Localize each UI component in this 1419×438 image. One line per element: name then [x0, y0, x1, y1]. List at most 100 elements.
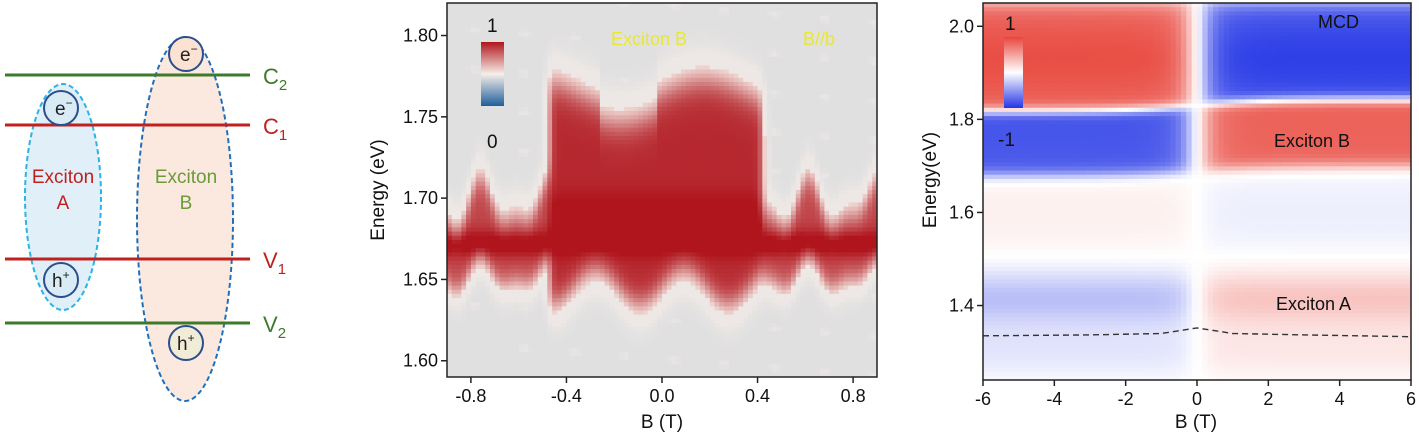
heatmap-cell	[523, 231, 529, 237]
heatmap-cell	[609, 364, 615, 370]
heatmap-cell	[494, 260, 501, 266]
heatmap-cell	[547, 256, 553, 262]
heatmap-cell	[485, 356, 491, 361]
heatmap-cell	[475, 19, 482, 25]
heatmap-cell	[499, 19, 505, 25]
heatmap-cell	[480, 210, 486, 216]
heatmap-cell	[499, 264, 505, 270]
heatmap-cell	[700, 289, 706, 295]
heatmap-cell	[685, 152, 692, 158]
heatmap-cell	[705, 127, 711, 133]
heatmap-cell	[556, 65, 563, 71]
heatmap-cell	[604, 235, 611, 241]
heatmap-cell	[681, 15, 687, 21]
heatmap-cell	[513, 177, 520, 183]
heatmap-cell	[490, 194, 496, 199]
heatmap-cell	[609, 169, 615, 174]
heatmap-cell	[576, 289, 582, 295]
heatmap-cell	[552, 322, 558, 328]
heatmap-cell	[642, 235, 649, 241]
heatmap-cell	[504, 11, 510, 17]
heatmap-cell	[633, 52, 639, 58]
heatmap-cell	[533, 335, 539, 341]
heatmap-cell	[499, 343, 505, 349]
heatmap-cell	[466, 227, 472, 233]
heatmap-cell	[466, 123, 472, 129]
heatmap-cell	[561, 352, 568, 357]
heatmap-cell	[537, 36, 544, 41]
heatmap-cell	[647, 119, 654, 125]
heatmap-cell	[470, 244, 477, 249]
heatmap-cell	[590, 352, 596, 357]
heatmap-cell	[642, 322, 649, 328]
heatmap-cell	[647, 223, 654, 228]
heatmap-cell	[623, 277, 630, 283]
heatmap-cell	[652, 173, 658, 179]
heatmap-cell	[571, 73, 577, 79]
heatmap-cell	[614, 281, 620, 287]
heatmap-cell	[619, 27, 625, 33]
heatmap-cell	[580, 90, 587, 96]
heatmap-cell	[604, 314, 611, 320]
heatmap-cell	[595, 7, 601, 12]
heatmap-cell	[666, 256, 673, 262]
heatmap-cell	[547, 331, 553, 337]
heatmap-cell	[681, 273, 687, 278]
heatmap-cell	[470, 185, 477, 191]
heatmap-cell	[547, 73, 553, 79]
heatmap-cell	[609, 264, 615, 270]
heatmap-cell	[657, 206, 663, 212]
heatmap-cell	[561, 69, 568, 75]
heatmap-cell	[633, 90, 639, 96]
heatmap-cell	[690, 135, 697, 141]
heatmap-cell	[614, 48, 620, 54]
heatmap-cell	[705, 123, 711, 129]
heatmap-cell	[623, 281, 630, 287]
heatmap-cell	[556, 364, 563, 370]
heatmap-cell	[556, 223, 563, 228]
heatmap-cell	[509, 318, 515, 324]
heatmap-cell	[447, 347, 453, 353]
heatmap-cell	[552, 210, 558, 216]
heatmap-cell	[609, 227, 615, 233]
heatmap-cell	[681, 352, 687, 357]
heatmap-cell	[676, 165, 682, 170]
heatmap-cell	[461, 185, 467, 191]
heatmap-cell	[499, 194, 505, 199]
heatmap-cell	[666, 127, 673, 133]
heatmap-cell	[556, 194, 563, 199]
heatmap-cell	[485, 360, 491, 366]
heatmap-cell	[552, 185, 558, 191]
heatmap-cell	[580, 289, 587, 295]
heatmap-cell	[604, 364, 611, 370]
heatmap-cell	[561, 293, 568, 299]
heatmap-cell	[528, 347, 534, 353]
heatmap-cell	[576, 252, 582, 258]
heatmap-cell	[518, 52, 525, 58]
heatmap-cell	[523, 347, 529, 353]
heatmap-cell	[513, 364, 520, 370]
heatmap-cell	[480, 181, 486, 187]
heatmap-cell	[552, 318, 558, 324]
heatmap-cell	[513, 40, 520, 46]
heatmap-cell	[523, 219, 529, 224]
heatmap-cell	[494, 210, 501, 216]
heatmap-cell	[447, 239, 453, 245]
heatmap-cell	[523, 227, 529, 233]
heatmap-cell	[619, 235, 625, 241]
heatmap-cell	[447, 27, 453, 33]
heatmap-cell	[685, 322, 692, 328]
heatmap-cell	[456, 169, 462, 174]
heatmap-cell	[700, 115, 706, 120]
heatmap-cell	[556, 57, 563, 62]
heatmap-cell	[642, 190, 649, 195]
heatmap-cell	[695, 314, 701, 320]
heatmap-cell	[456, 314, 462, 320]
heatmap-cell	[604, 69, 611, 75]
heatmap-cell	[585, 264, 591, 270]
heatmap-cell	[571, 264, 577, 270]
heatmap-cell	[451, 343, 458, 349]
heatmap-cell	[705, 347, 711, 353]
heatmap-cell	[599, 231, 606, 237]
heatmap-cell	[599, 248, 606, 253]
